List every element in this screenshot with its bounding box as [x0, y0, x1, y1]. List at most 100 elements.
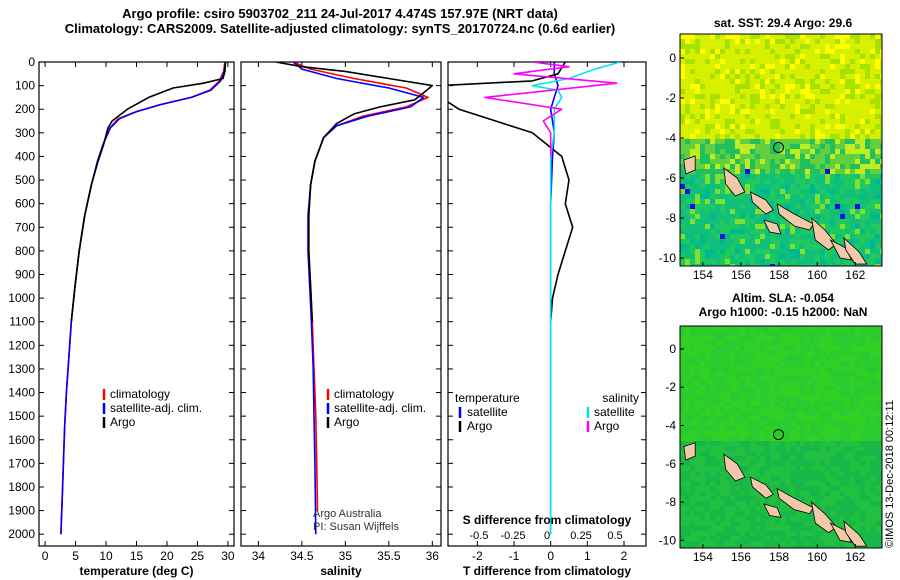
legend-label: climatology	[334, 387, 394, 401]
y-tick-label: 600	[15, 197, 35, 211]
series-line-argo	[275, 62, 434, 322]
figure-title-line2: Climatology: CARS2009. Satellite-adjuste…	[64, 21, 616, 36]
y-tick-label: 200	[15, 102, 35, 116]
profile-location-marker	[773, 141, 785, 153]
y-tick-label: 400	[15, 149, 35, 163]
land-polygon	[763, 219, 782, 235]
x-tick-label: 162	[845, 550, 865, 564]
difference-s-tick-label: 0	[544, 530, 550, 542]
y-tick-label: -10	[659, 251, 677, 265]
x-tick-label: 0	[42, 549, 49, 563]
salinity-annotation: Argo Australia	[313, 508, 382, 520]
sst_map-field	[680, 34, 882, 266]
x-tick-label: 5	[72, 549, 79, 563]
salinity-annotation: PI: Susan Wijffels	[313, 521, 399, 533]
x-tick-label: 156	[731, 550, 751, 564]
land-polygon	[723, 453, 746, 482]
y-tick-label: 1500	[8, 409, 35, 423]
y-tick-label: -4	[665, 131, 676, 145]
sst-map-title: sat. SST: 29.4 Argo: 29.6	[713, 16, 853, 30]
legend-label: satellite	[467, 405, 508, 419]
y-tick-label: 0	[669, 342, 676, 356]
x-tick-label: 0	[547, 549, 554, 563]
profile-plots-layer: 0100200300400500600700800900100011001200…	[8, 55, 647, 578]
sst_map: 154 156 158 160 162 0 -2 -4 -6 -8 -10	[659, 33, 883, 282]
x-tick-label: 1	[584, 549, 591, 563]
x-tick-label: 15	[130, 549, 144, 563]
difference-s-tick-label: -0.25	[500, 530, 525, 542]
land-polygon	[776, 487, 814, 515]
temperature-x-axis-label: temperature (deg C)	[79, 564, 193, 578]
y-tick-label: 1700	[8, 456, 35, 470]
y-tick-label: 700	[15, 220, 35, 234]
land-polygon	[763, 503, 782, 518]
y-tick-label: 1600	[8, 433, 35, 447]
y-tick-label: 1900	[8, 504, 35, 518]
difference-legend-title: temperature	[455, 391, 520, 405]
salinity-x-axis-label: salinity	[320, 564, 362, 578]
profile-location-marker	[773, 429, 785, 441]
y-tick-label: 0	[669, 51, 676, 65]
x-tick-label: 35	[339, 549, 353, 563]
credit-text: ©IMOS 13-Dec-2018 00:12:11	[884, 400, 896, 548]
sla_map-field	[680, 326, 882, 548]
sla_map: 154 156 158 160 162 0 -2 -4 -6 -8 -10	[659, 325, 883, 564]
legend-label: Argo	[110, 415, 136, 429]
y-tick-label: 1100	[9, 315, 35, 329]
x-tick-label: 34.5	[290, 549, 314, 563]
temperature-frame	[38, 61, 235, 547]
y-tick-label: -2	[665, 380, 676, 394]
temperature-panel: 0100200300400500600700800900100011001200…	[8, 55, 235, 578]
salinity-panel: 34 34.5 35 35.5 36 salinity	[240, 61, 442, 578]
sst_map-frame	[679, 33, 883, 267]
y-tick-label: 1400	[8, 386, 35, 400]
temperature-series	[60, 62, 227, 535]
difference-s-axis-label: S difference from climatology	[463, 513, 632, 527]
series-line-temperature-argo	[448, 62, 574, 322]
legend-label: satellite-adj. clim.	[110, 401, 202, 415]
land-polygon	[810, 216, 837, 251]
difference-legend-title: salinity	[602, 391, 639, 405]
difference-panel: -2 -1 0 1 2T difference from climatology	[447, 61, 647, 578]
land-polygon	[723, 167, 746, 197]
x-tick-label: 154	[693, 268, 713, 282]
x-tick-label: -1	[509, 549, 520, 563]
legend-label: satellite-adj. clim.	[334, 401, 426, 415]
y-tick-label: 900	[15, 267, 35, 281]
series-line-argo	[70, 62, 227, 322]
difference-frame	[447, 61, 647, 547]
legend-label: satellite	[594, 405, 635, 419]
x-tick-label: 10	[99, 549, 113, 563]
x-tick-label: 160	[807, 550, 827, 564]
x-tick-label: -2	[472, 549, 483, 563]
y-tick-label: 0	[28, 55, 35, 69]
sla_map-frame	[679, 325, 883, 549]
x-tick-label: 34	[252, 549, 266, 563]
y-tick-label: 1200	[8, 338, 35, 352]
y-tick-label: 2000	[8, 527, 35, 541]
land-polygon	[810, 501, 837, 534]
y-tick-label: 500	[15, 173, 35, 187]
difference-s-tick-label: 0.5	[607, 530, 622, 542]
y-tick-label: -6	[665, 171, 676, 185]
difference-s-tick-label: -0.5	[470, 530, 489, 542]
salinity-series	[275, 62, 434, 535]
land-polygon	[749, 476, 775, 499]
sla-map-subtitle: Argo h1000: -0.15 h2000: NaN	[698, 305, 868, 319]
legend-label: climatology	[110, 387, 170, 401]
land-polygon	[683, 155, 696, 175]
land-polygon	[843, 520, 868, 547]
x-tick-label: 30	[221, 549, 235, 563]
x-tick-label: 154	[693, 550, 713, 564]
y-tick-label: -8	[665, 211, 676, 225]
y-tick-label: 1300	[8, 362, 35, 376]
land-polygon	[829, 239, 853, 261]
legend-label: Argo	[334, 415, 360, 429]
y-tick-label: 100	[15, 79, 35, 93]
y-tick-label: -10	[659, 533, 677, 547]
land-polygon	[843, 236, 868, 265]
difference-series	[448, 62, 621, 535]
sla-map-title: Altim. SLA: -0.054	[731, 291, 835, 305]
